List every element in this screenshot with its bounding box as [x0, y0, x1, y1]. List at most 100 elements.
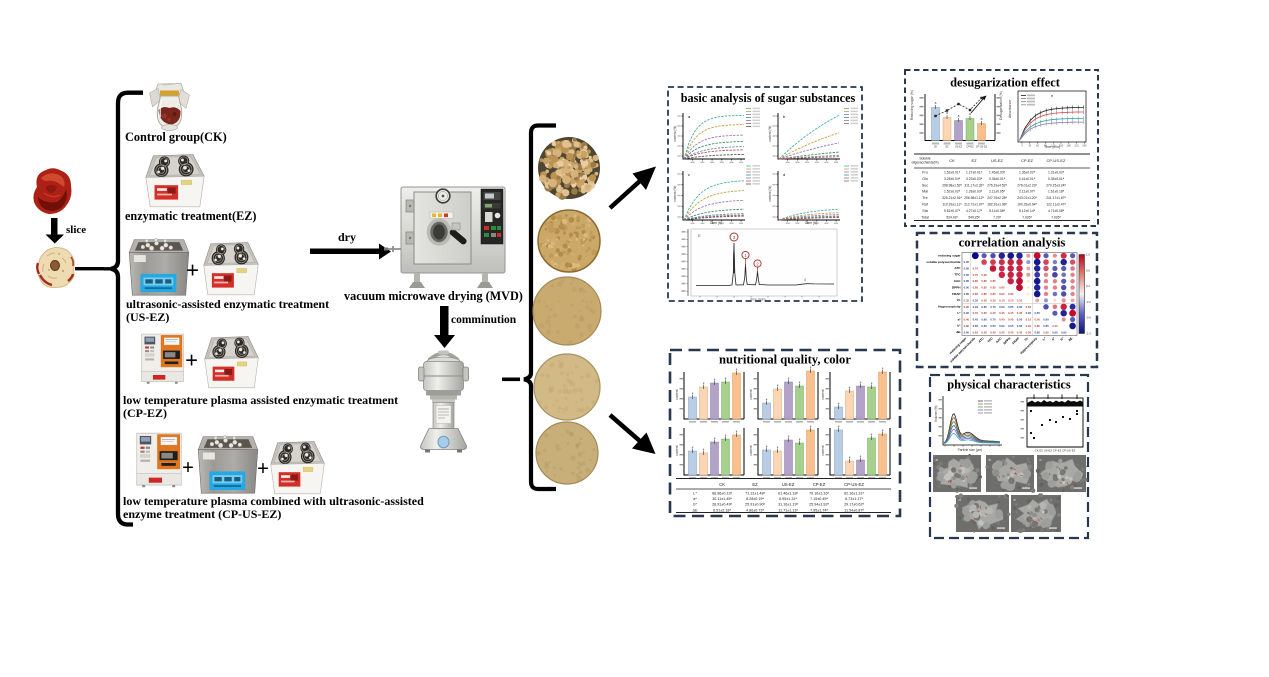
svg-text:68.96±0.13a: 68.96±0.13a — [712, 492, 732, 496]
svg-text:0.45: 0.45 — [999, 318, 1005, 322]
svg-text:reducing sugar: reducing sugar — [938, 254, 961, 258]
svg-text:0.15: 0.15 — [1026, 318, 1032, 322]
svg-text:CP-EZ: CP-EZ — [813, 482, 826, 487]
svg-text:a: a — [969, 112, 971, 116]
svg-text:0.80: 0.80 — [981, 279, 987, 283]
svg-text:2.11±0.07a: 2.11±0.07a — [1019, 190, 1035, 194]
svg-text:0.45: 0.45 — [973, 318, 979, 322]
svg-text:0.45: 0.45 — [1008, 330, 1014, 334]
svg-text:0.40: 0.40 — [1026, 324, 1032, 328]
svg-text:b: b — [783, 114, 786, 119]
svg-text:a: a — [849, 385, 851, 389]
svg-text:0.85: 0.85 — [990, 286, 996, 290]
svg-text:Desugarization (%): Desugarization (%) — [999, 91, 1003, 120]
svg-text:1.52±0.02a: 1.52±0.02a — [944, 190, 961, 194]
svg-text:a: a — [703, 381, 705, 385]
svg-text:a: a — [860, 380, 862, 384]
svg-text:0.85: 0.85 — [1008, 305, 1014, 309]
svg-text:6.95±1.31a: 6.95±1.31a — [779, 497, 797, 501]
svg-text:0.85: 0.85 — [990, 279, 996, 283]
svg-text:0.85: 0.85 — [964, 292, 970, 296]
svg-text:0.90: 0.90 — [964, 286, 970, 290]
svg-text:1.61±0.18a: 1.61±0.18a — [1048, 190, 1065, 194]
svg-text:Particle size (μm): Particle size (μm) — [958, 448, 983, 452]
svg-text:61.46±1.18a: 61.46±1.18a — [778, 492, 798, 496]
svg-text:0.36±0.01a: 0.36±0.01a — [989, 177, 1006, 181]
svg-text:243.01±1.20a: 243.01±1.20a — [1017, 196, 1037, 200]
svg-text:e: e — [1051, 93, 1054, 98]
svg-text:DPPH: DPPH — [952, 285, 961, 289]
svg-text:a: a — [981, 117, 983, 121]
svg-text:Time (h): Time (h) — [710, 221, 722, 225]
svg-text:0.10: 0.10 — [1017, 298, 1023, 302]
svg-text:a: a — [810, 365, 812, 369]
svg-text:311.17±2.32a: 311.17±2.32a — [964, 183, 984, 187]
svg-text:Absorbance: Absorbance — [1008, 100, 1012, 118]
svg-text:0.50: 0.50 — [990, 324, 996, 328]
svg-text:soluble polysaccharide: soluble polysaccharide — [926, 260, 960, 264]
svg-text:content: content — [675, 445, 679, 456]
svg-text:content (%): content (%) — [673, 186, 677, 202]
svg-text:Tre: Tre — [922, 196, 927, 200]
svg-text:EZ: EZ — [945, 146, 949, 149]
svg-text:a: a — [692, 445, 694, 449]
svg-text:276.01±2.23a: 276.01±2.23a — [1017, 183, 1037, 187]
svg-text:0.45: 0.45 — [1008, 318, 1014, 322]
svg-text:0.45: 0.45 — [990, 311, 996, 315]
svg-text:0.50: 0.50 — [1017, 318, 1023, 322]
svg-text:Sta: Sta — [922, 209, 927, 213]
svg-text:content: content — [821, 389, 825, 400]
svg-text:1.45±0.03a: 1.45±0.03a — [989, 171, 1006, 175]
svg-text:US-EZ: US-EZ — [991, 158, 1004, 163]
svg-text:CK: CK — [949, 158, 955, 163]
svg-text:0.45: 0.45 — [999, 330, 1005, 334]
svg-text:Vc: Vc — [957, 298, 961, 302]
svg-text:5.52±0.07a: 5.52±0.07a — [944, 209, 961, 213]
svg-text:physical characteristics: physical characteristics — [947, 378, 1071, 392]
svg-text:FRAP: FRAP — [1011, 336, 1020, 345]
svg-text:L*: L* — [1042, 336, 1048, 342]
svg-text:content: content — [675, 389, 679, 400]
svg-text:a: a — [777, 383, 779, 387]
svg-text:0.80: 0.80 — [973, 279, 979, 283]
svg-text:a: a — [936, 457, 939, 462]
svg-text:content (%): content (%) — [768, 126, 772, 142]
svg-text:a: a — [725, 433, 727, 437]
svg-text:1.52±0.01a: 1.52±0.01a — [944, 171, 961, 175]
svg-text:0.90: 0.90 — [981, 273, 987, 277]
svg-text:1.27±0.01a: 1.27±0.01a — [966, 171, 983, 175]
svg-text:CP-US-EZ: CP-US-EZ — [976, 146, 988, 149]
svg-text:a: a — [736, 367, 738, 371]
svg-text:a: a — [958, 114, 960, 118]
svg-text:d: d — [783, 172, 785, 177]
svg-text:Suc: Suc — [922, 183, 928, 187]
svg-text:a: a — [714, 436, 716, 440]
svg-text:0: 0 — [1021, 144, 1023, 148]
svg-text:a: a — [810, 424, 812, 428]
svg-text:0.45: 0.45 — [1017, 330, 1023, 334]
svg-text:0.10: 0.10 — [1008, 298, 1014, 302]
svg-text:correlation analysis: correlation analysis — [959, 236, 1066, 250]
svg-text:90: 90 — [1044, 144, 1047, 148]
svg-text:60: 60 — [1036, 144, 1039, 148]
svg-text:30: 30 — [1028, 144, 1031, 148]
svg-text:0.50: 0.50 — [981, 330, 987, 334]
svg-text:71.12±1.48a: 71.12±1.48a — [745, 492, 765, 496]
svg-text:0.60: 0.60 — [1052, 330, 1058, 334]
svg-text:0.70: 0.70 — [973, 267, 979, 271]
svg-text:a: a — [882, 366, 884, 370]
svg-text:150: 150 — [1059, 144, 1064, 148]
svg-text:0.45: 0.45 — [1008, 311, 1014, 315]
svg-text:8.28±0.19a: 8.28±0.19a — [746, 497, 764, 501]
svg-text:Time (min): Time (min) — [1044, 145, 1060, 149]
svg-text:time (min): time (min) — [750, 298, 765, 302]
svg-text:0.85: 0.85 — [1043, 324, 1049, 328]
svg-text:a: a — [777, 445, 779, 449]
svg-text:0.60: 0.60 — [1043, 318, 1049, 322]
svg-text:524.42a: 524.42a — [946, 215, 958, 219]
svg-text:30.11±1.45a: 30.11±1.45a — [712, 497, 732, 501]
svg-text:CK: CK — [934, 146, 938, 149]
svg-text:0.45: 0.45 — [999, 311, 1005, 315]
svg-text:110.29±1.11a: 110.29±1.11a — [942, 203, 962, 207]
svg-text:Mal: Mal — [922, 190, 928, 194]
